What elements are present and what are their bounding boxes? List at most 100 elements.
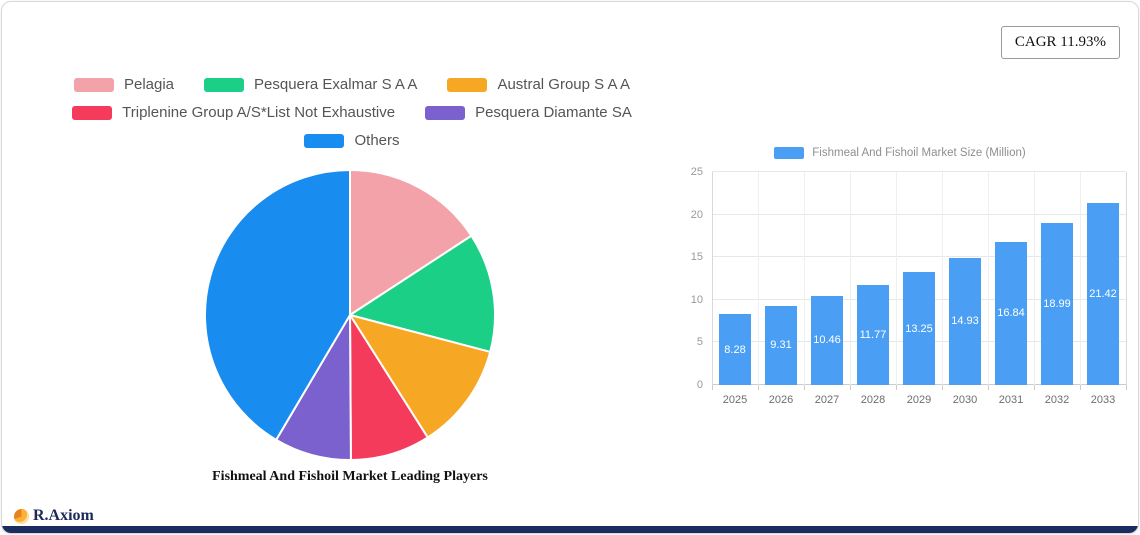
- legend-swatch: [425, 105, 466, 120]
- gridline: [1126, 172, 1127, 385]
- legend-label: Pesquera Diamante SA: [475, 104, 632, 121]
- x-axis-label: 2028: [860, 394, 886, 406]
- legend-label: Pesquera Exalmar S A A: [254, 76, 418, 93]
- y-axis-label: 10: [690, 293, 703, 306]
- gridline: [712, 172, 713, 385]
- bar-2025[interactable]: 8.28: [719, 314, 751, 385]
- pie-legend-row: Triplenine Group A/S*List Not Exhaustive…: [72, 104, 632, 121]
- x-axis-label: 2025: [722, 394, 748, 406]
- legend-swatch: [304, 133, 345, 148]
- bar-2030[interactable]: 14.93: [949, 257, 981, 385]
- bar-slot: 16.84: [988, 172, 1034, 385]
- bar-value-label: 9.31: [770, 339, 792, 352]
- gridline: [1080, 172, 1081, 385]
- axis-tick: [758, 385, 759, 390]
- bar-value-label: 18.99: [1043, 298, 1071, 311]
- pie-chart-title: Fishmeal And Fishoil Market Leading Play…: [212, 469, 488, 484]
- bar-slot: 11.77: [850, 172, 896, 385]
- bar-slot: 14.93: [942, 172, 988, 385]
- bar-value-label: 10.46: [813, 334, 841, 347]
- bar-chart-section: Fishmeal And Fishoil Market Size (Millio…: [664, 145, 1136, 417]
- y-axis-label: 0: [696, 379, 703, 391]
- bar-value-label: 16.84: [997, 307, 1025, 320]
- bar-2027[interactable]: 10.46: [811, 295, 843, 385]
- brand-icon: [14, 508, 29, 524]
- x-axis-label: 2033: [1090, 394, 1116, 406]
- gridline: [942, 172, 943, 385]
- x-axis-label: 2032: [1044, 394, 1070, 406]
- bar-slot: 18.99: [1034, 172, 1080, 385]
- bar-slot: 9.31: [758, 172, 804, 385]
- legend-label: Austral Group S A A: [497, 76, 631, 93]
- axis-tick: [1034, 385, 1035, 390]
- bar-2032[interactable]: 18.99: [1041, 223, 1073, 385]
- bar-value-label: 11.77: [859, 328, 887, 341]
- x-axis-label: 2030: [952, 394, 978, 406]
- bar-plot-area: 0 5 10 15 20 25 8.28 2025 9.31 2026 10.46 2027 11.77…: [691, 166, 1127, 406]
- legend-label: Pelagia: [123, 76, 175, 93]
- gridline: [712, 171, 1126, 172]
- y-axis-label: 25: [690, 166, 703, 178]
- axis-tick: [804, 385, 805, 390]
- pie-legend-item-austral-group-s-a-a[interactable]: Austral Group S A A: [447, 76, 630, 93]
- pie-chart: [202, 167, 498, 463]
- axis-tick: [896, 385, 897, 390]
- axis-tick: [942, 385, 943, 390]
- bar-2028[interactable]: 11.77: [857, 284, 889, 385]
- pie-legend-item-others[interactable]: Others: [304, 132, 400, 149]
- bar-2029[interactable]: 13.25: [903, 272, 935, 385]
- bar-value-label: 8.28: [724, 343, 746, 356]
- pie-slice-others[interactable]: [204, 169, 351, 441]
- y-axis-label: 15: [690, 251, 703, 264]
- axis-tick: [712, 385, 713, 390]
- bar-value-label: 13.25: [905, 322, 933, 335]
- x-axis-label: 2026: [768, 394, 794, 406]
- bar-2031[interactable]: 16.84: [995, 241, 1027, 385]
- x-axis-label: 2027: [814, 394, 840, 406]
- legend-label: Triplenine Group A/S*List Not Exhaustive: [122, 104, 396, 121]
- axis-tick: [849, 385, 851, 390]
- gridline: [712, 213, 1126, 215]
- gridline: [1034, 172, 1035, 385]
- bar-legend-swatch: [774, 147, 805, 159]
- gridline: [758, 172, 759, 385]
- pie-legend-item-pesquera-diamante-sa[interactable]: Pesquera Diamante SA: [425, 104, 632, 121]
- legend-swatch: [73, 77, 114, 92]
- pie-slice-triplenine-group-a-s-list-not-exhaustive[interactable]: [349, 314, 429, 461]
- pie-chart-svg: [204, 169, 497, 462]
- pie-slice-austral-group-s-a-a[interactable]: [349, 314, 492, 439]
- gridline: [896, 172, 897, 385]
- axis-tick: [987, 385, 989, 390]
- bar-slot: 10.46: [804, 172, 850, 385]
- gridline: [712, 256, 1126, 258]
- legend-swatch: [447, 77, 488, 92]
- brand: R.Axiom: [14, 507, 94, 525]
- gridline: [804, 172, 805, 385]
- cagr-value: CAGR 11.93%: [1014, 34, 1106, 50]
- x-axis-label: 2029: [906, 394, 932, 406]
- bar-value-label: 14.93: [951, 315, 979, 328]
- pie-legend-item-pesquera-exalmar-s-a-a[interactable]: Pesquera Exalmar S A A: [204, 76, 417, 93]
- y-axis-label: 20: [690, 208, 703, 221]
- bar-value-label: 21.42: [1089, 287, 1117, 300]
- legend-label: Others: [354, 132, 400, 149]
- cagr-badge: CAGR 11.93%: [1000, 26, 1120, 59]
- bar-2033[interactable]: 21.42: [1087, 202, 1119, 385]
- pie-slice-pelagia[interactable]: [349, 169, 473, 316]
- pie-slice-pesquera-exalmar-s-a-a[interactable]: [349, 234, 497, 353]
- gridline: [987, 172, 989, 385]
- legend-swatch: [204, 77, 245, 92]
- pie-legend-item-triplenine-group-a-s-list-not-exhaustive[interactable]: Triplenine Group A/S*List Not Exhaustive: [72, 104, 395, 121]
- gridline: [849, 172, 851, 385]
- footer-accent-bar: [2, 526, 1138, 533]
- bar-2026[interactable]: 9.31: [765, 305, 797, 385]
- bar-legend-label: Fishmeal And Fishoil Market Size (Millio…: [812, 147, 1026, 159]
- bar-slot: 8.28: [712, 172, 758, 385]
- y-axis-label: 5: [696, 336, 703, 349]
- axis-tick: [1126, 385, 1127, 390]
- x-axis-label: 2031: [998, 394, 1024, 406]
- pie-legend: Pelagia Pesquera Exalmar S A A Austral Gro…: [42, 76, 662, 149]
- bar-legend[interactable]: Fishmeal And Fishoil Market Size (Millio…: [664, 145, 1136, 161]
- pie-legend-item-pelagia[interactable]: Pelagia: [73, 76, 175, 93]
